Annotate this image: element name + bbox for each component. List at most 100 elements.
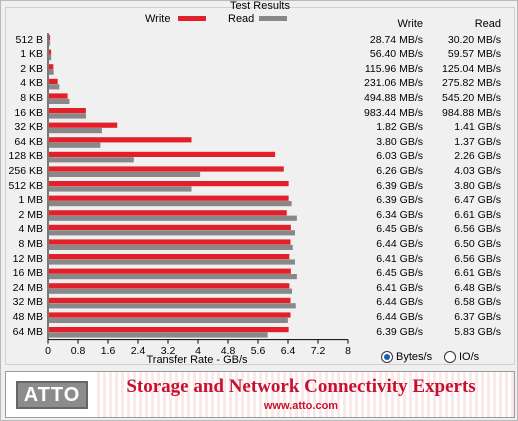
category-label: 64 KB	[14, 135, 43, 148]
read-value: 6.61 GB/s	[454, 208, 501, 221]
bytes-radio-label: Bytes/s	[396, 351, 433, 363]
x-tick-label: 7.2	[310, 344, 326, 357]
write-value: 6.26 GB/s	[376, 164, 423, 177]
write-value: 56.40 MB/s	[369, 48, 423, 61]
write-bar	[49, 327, 289, 333]
write-value: 6.41 GB/s	[376, 252, 423, 265]
category-label: 32 MB	[12, 296, 43, 309]
category-label: 128 KB	[8, 150, 43, 163]
write-value: 6.39 GB/s	[376, 194, 423, 207]
x-tick-label: 6.4	[280, 344, 296, 357]
read-bar	[49, 215, 297, 221]
write-value: 3.80 GB/s	[376, 135, 423, 148]
read-bar	[49, 171, 201, 177]
legend-write-swatch	[178, 16, 206, 21]
write-value: 6.41 GB/s	[376, 281, 423, 294]
write-bar	[49, 254, 290, 260]
banner-tagline: Storage and Network Connectivity Experts	[126, 376, 476, 397]
bytes-radio-dot[interactable]	[381, 351, 393, 363]
read-bar	[49, 332, 268, 338]
category-label: 1 MB	[18, 194, 43, 207]
category-label: 32 KB	[14, 121, 43, 134]
write-bar	[49, 151, 276, 157]
write-bar	[49, 181, 289, 187]
read-bar	[49, 244, 293, 250]
read-value: 6.58 GB/s	[454, 296, 501, 309]
write-value: 6.39 GB/s	[376, 325, 423, 338]
read-bar	[49, 274, 297, 280]
read-bar	[49, 142, 101, 148]
x-axis-label: Transfer Rate - GB/s	[146, 354, 248, 366]
read-bar	[49, 128, 102, 134]
category-label: 8 KB	[20, 91, 43, 104]
category-label: 12 MB	[12, 252, 43, 265]
category-label: 64 MB	[12, 325, 43, 338]
write-bar	[49, 137, 192, 143]
write-bar	[49, 122, 118, 128]
write-value: 231.06 MB/s	[364, 77, 423, 90]
read-value: 2.26 GB/s	[454, 150, 501, 163]
write-bar	[49, 78, 58, 84]
banner-url[interactable]: www.atto.com	[263, 400, 339, 412]
bytes-per-sec-radio[interactable]: Bytes/s	[381, 351, 432, 363]
write-value: 6.45 GB/s	[376, 267, 423, 280]
bar-chart	[47, 33, 349, 344]
io-per-sec-radio[interactable]: IO/s	[444, 351, 479, 363]
read-bar	[49, 55, 52, 61]
x-tick-label: 8	[345, 344, 351, 357]
write-bar	[49, 195, 289, 201]
read-value: 30.20 MB/s	[447, 33, 501, 46]
write-value: 6.39 GB/s	[376, 179, 423, 192]
write-bar	[49, 224, 291, 230]
write-bar	[49, 64, 54, 70]
io-radio-label: IO/s	[459, 351, 480, 363]
write-bar	[49, 93, 68, 99]
read-value: 3.80 GB/s	[454, 179, 501, 192]
read-bar	[49, 288, 292, 294]
read-bar	[49, 84, 60, 90]
x-tick-label: 4	[195, 344, 201, 357]
write-bar	[49, 297, 291, 303]
x-tick-label: 1.6	[100, 344, 116, 357]
read-bar	[49, 40, 51, 46]
write-value: 28.74 MB/s	[369, 33, 423, 46]
category-label: 4 MB	[18, 223, 43, 236]
read-value: 275.82 MB/s	[442, 77, 501, 90]
write-value: 115.96 MB/s	[364, 62, 423, 75]
results-group	[5, 7, 515, 365]
read-value: 5.83 GB/s	[454, 325, 501, 338]
read-value: 1.37 GB/s	[454, 135, 501, 148]
read-bar	[49, 201, 292, 207]
write-bar	[49, 283, 290, 289]
x-tick-label: 5.6	[250, 344, 266, 357]
read-bar	[49, 259, 295, 265]
category-label: 48 MB	[12, 310, 43, 323]
chart-title: Test Results	[230, 0, 290, 12]
write-bar	[49, 49, 52, 55]
write-bar	[49, 35, 51, 41]
write-bar	[49, 108, 86, 114]
read-bar	[49, 186, 192, 192]
category-label: 2 KB	[20, 62, 43, 75]
io-radio-dot[interactable]	[444, 351, 456, 363]
read-bar	[49, 303, 296, 309]
write-value: 6.44 GB/s	[376, 310, 423, 323]
write-value: 983.44 MB/s	[364, 106, 423, 119]
read-value: 984.88 MB/s	[442, 106, 501, 119]
write-value: 6.44 GB/s	[376, 296, 423, 309]
read-value: 6.56 GB/s	[454, 223, 501, 236]
write-value: 494.88 MB/s	[364, 91, 423, 104]
write-bar	[49, 239, 291, 245]
read-bar	[49, 317, 288, 323]
category-label: 24 MB	[12, 281, 43, 294]
x-tick-label: 3.2	[160, 344, 176, 357]
write-value: 6.44 GB/s	[376, 237, 423, 250]
read-value: 6.56 GB/s	[454, 252, 501, 265]
read-value: 6.37 GB/s	[454, 310, 501, 323]
category-label: 2 MB	[18, 208, 43, 221]
read-value: 59.57 MB/s	[447, 48, 501, 61]
legend-write-label: Write	[145, 13, 171, 25]
legend-read-label: Read	[228, 13, 255, 25]
atto-banner[interactable]: ATTO Storage and Network Connectivity Ex…	[5, 371, 515, 418]
